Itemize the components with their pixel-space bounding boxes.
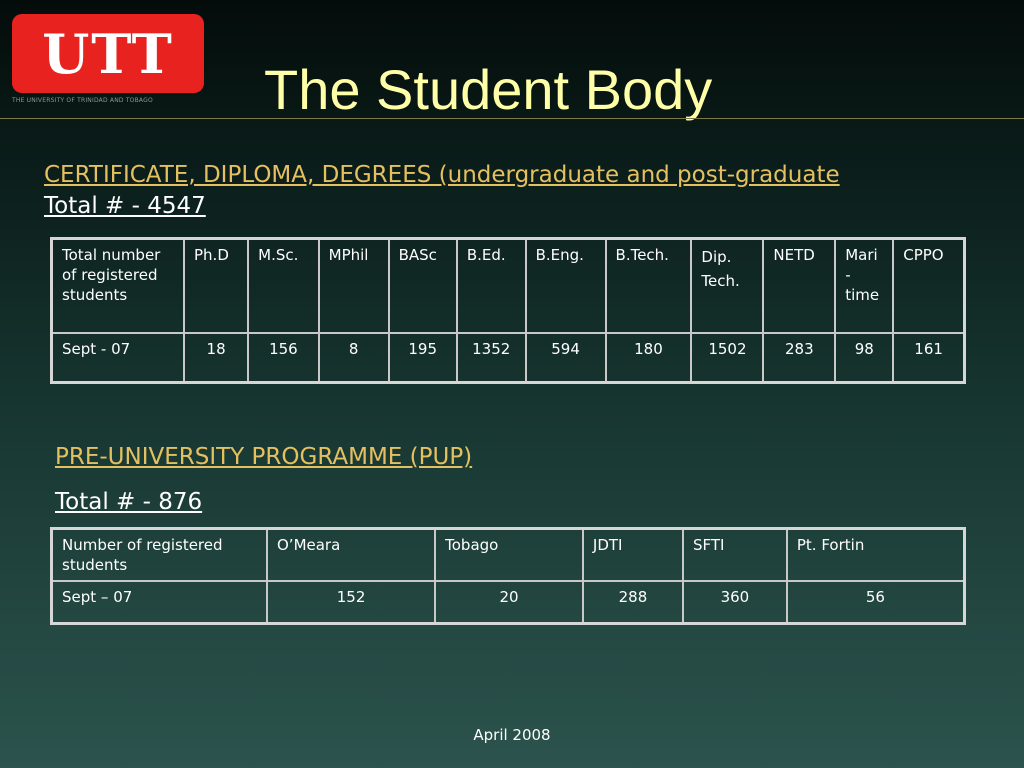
table-cell: NETD bbox=[762, 237, 837, 334]
degrees-table: Total number of registered students Ph.D… bbox=[50, 237, 966, 384]
table-cell: 18 bbox=[182, 331, 250, 384]
slide-title: The Student Body bbox=[264, 58, 713, 121]
table-cell: 1352 bbox=[455, 331, 527, 384]
table-cell: B.Eng. bbox=[524, 237, 607, 334]
table-cell: Number of registered students bbox=[50, 527, 268, 582]
table-cell: 152 bbox=[265, 580, 437, 624]
table-cell: O’Meara bbox=[265, 527, 437, 582]
table-cell: Ph.D bbox=[182, 237, 250, 334]
table-cell: 98 bbox=[834, 331, 895, 384]
footer-date: April 2008 bbox=[473, 726, 551, 744]
table-header-row: Number of registered students O’Meara To… bbox=[50, 527, 966, 582]
table-cell: 56 bbox=[785, 580, 966, 624]
pup-table: Number of registered students O’Meara To… bbox=[50, 527, 966, 625]
table-cell: B.Ed. bbox=[455, 237, 527, 334]
table-cell: Pt. Fortin bbox=[785, 527, 966, 582]
table-cell: 594 bbox=[524, 331, 607, 384]
table-cell: 8 bbox=[317, 331, 390, 384]
table-cell: 195 bbox=[387, 331, 458, 384]
table-cell: MPhil bbox=[317, 237, 390, 334]
table-cell: 180 bbox=[604, 331, 693, 384]
table-row: Sept - 07 18 156 8 195 1352 594 180 1502… bbox=[50, 331, 966, 384]
table-cell: Total number of registered students bbox=[50, 237, 185, 334]
table-cell: 20 bbox=[434, 580, 584, 624]
utt-logo: UTT bbox=[12, 14, 204, 93]
title-divider bbox=[0, 118, 1024, 119]
table-cell: 360 bbox=[681, 580, 788, 624]
table-cell: M.Sc. bbox=[247, 237, 320, 334]
table-cell: BASc bbox=[387, 237, 458, 334]
table-cell: Dip. Tech. bbox=[690, 237, 765, 334]
section1-total: Total # - 4547 bbox=[44, 193, 206, 219]
table-header-row: Total number of registered students Ph.D… bbox=[50, 237, 966, 334]
section1-heading: CERTIFICATE, DIPLOMA, DEGREES (undergrad… bbox=[44, 162, 840, 188]
table-cell: 1502 bbox=[690, 331, 765, 384]
table-cell: Sept - 07 bbox=[50, 331, 185, 384]
table-cell: Mari - time bbox=[834, 237, 895, 334]
section2-total: Total # - 876 bbox=[55, 489, 203, 515]
table-row: Sept – 07 152 20 288 360 56 bbox=[50, 580, 966, 624]
table-cell: 161 bbox=[892, 331, 966, 384]
table-cell: B.Tech. bbox=[604, 237, 693, 334]
table-cell: 283 bbox=[762, 331, 837, 384]
table-cell: Sept – 07 bbox=[50, 580, 268, 624]
table-cell: SFTI bbox=[681, 527, 788, 582]
logo-text: UTT bbox=[42, 21, 174, 86]
table-cell: 156 bbox=[247, 331, 320, 384]
table-cell: Tobago bbox=[434, 527, 584, 582]
table-cell: JDTI bbox=[581, 527, 684, 582]
table-cell: CPPO bbox=[892, 237, 966, 334]
logo-subtitle: THE UNIVERSITY OF TRINIDAD AND TOBAGO bbox=[12, 97, 153, 104]
section2-heading: PRE-UNIVERSITY PROGRAMME (PUP) bbox=[55, 444, 473, 470]
table-cell: 288 bbox=[581, 580, 684, 624]
